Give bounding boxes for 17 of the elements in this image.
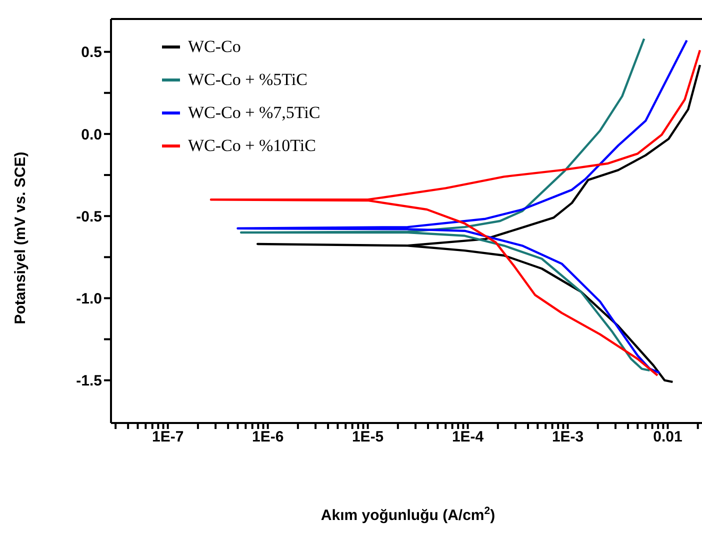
y-tick-label: -0.5 xyxy=(76,208,102,226)
y-tick-label: 0.5 xyxy=(81,44,102,62)
x-tick-label: 1E-5 xyxy=(352,428,384,446)
legend-label: WC-Co + %5TiC xyxy=(188,70,308,90)
x-tick-label: 1E-3 xyxy=(552,428,584,446)
x-tick-label: 1E-7 xyxy=(152,428,184,446)
x-axis-title: Akım yoğunluğu (A/cm$^{2}$) xyxy=(320,505,496,524)
y-axis-title: Potansiyel (mV vs. SCE) xyxy=(12,152,29,324)
x-tick-label: 0.01 xyxy=(653,428,682,446)
x-tick-label: 1E-6 xyxy=(252,428,284,446)
legend-label: WC-Co + %10TiC xyxy=(188,136,316,156)
x-tick-label: 1E-4 xyxy=(452,428,484,446)
y-tick-label: -1.5 xyxy=(76,372,102,390)
y-tick-label: 0.0 xyxy=(81,126,102,144)
legend-label: WC-Co + %7,5TiC xyxy=(188,102,320,122)
legend-label: WC-Co xyxy=(188,36,241,56)
y-tick-label: -1.0 xyxy=(76,290,102,308)
